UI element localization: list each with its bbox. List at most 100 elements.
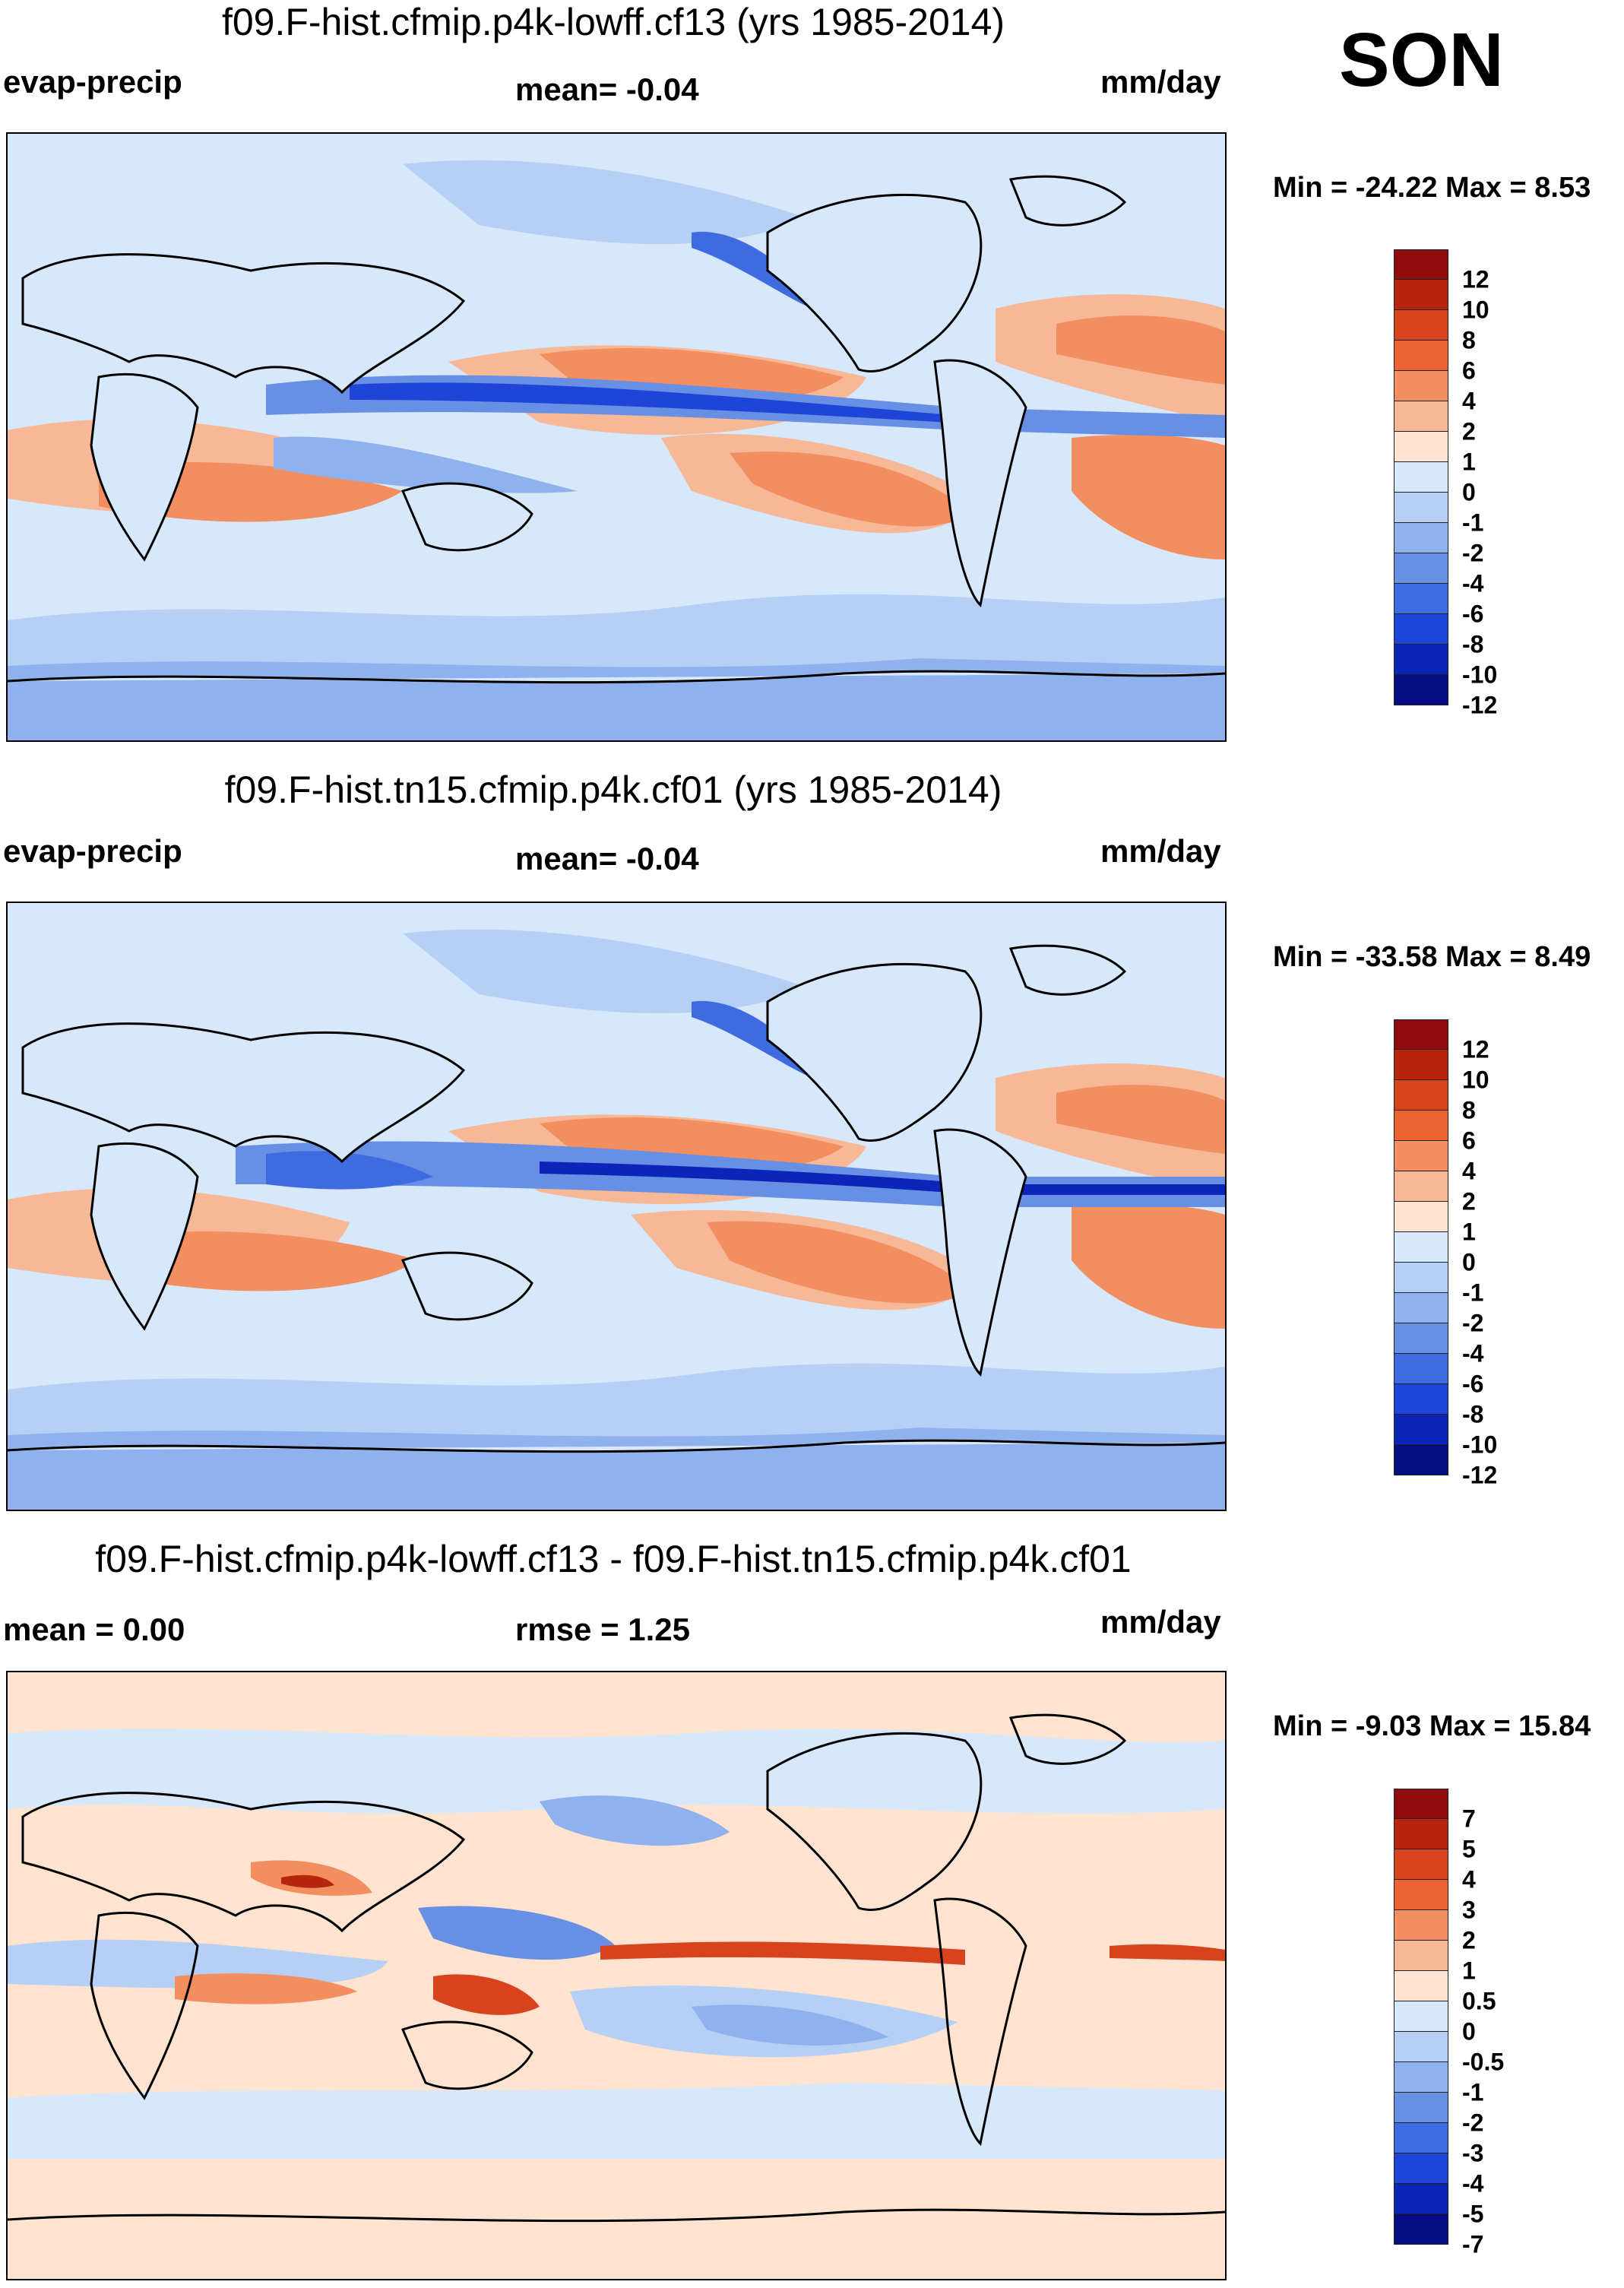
panel-3-map: [6, 1671, 1227, 2280]
colorbar-tick-label: 7: [1462, 1805, 1476, 1833]
colorbar-swatch: [1394, 1111, 1448, 1141]
colorbar-swatch: [1394, 2062, 1448, 2093]
colorbar-tick-label: 3: [1462, 1896, 1476, 1924]
colorbar-swatch: [1394, 584, 1448, 614]
colorbar-tick-label: 12: [1462, 1035, 1489, 1063]
panel-3-map-graphic: [8, 1672, 1225, 2279]
colorbar-tick-label: -4: [1462, 2169, 1484, 2198]
panel-3-title: f09.F-hist.cfmip.p4k-lowff.cf13 - f09.F-…: [95, 1538, 1132, 1580]
colorbar-swatch: [1394, 371, 1448, 401]
panel-1-units-label: mm/day: [1100, 64, 1221, 100]
panel-1-mean-label: mean= -0.04: [515, 71, 699, 107]
colorbar-tick-label: 2: [1462, 1187, 1476, 1215]
colorbar-tick-label: -12: [1462, 1461, 1498, 1489]
panel-1-map-graphic: [8, 134, 1225, 740]
panel-2-variable-label: evap-precip: [3, 833, 182, 869]
colorbar-tick-label: 6: [1462, 357, 1476, 385]
colorbar-tick-label: 0: [1462, 2017, 1476, 2046]
colorbar-tick-label: -1: [1462, 2078, 1484, 2106]
colorbar-swatch: [1394, 1880, 1448, 1910]
colorbar-swatch: [1394, 1202, 1448, 1232]
colorbar-swatch: [1394, 553, 1448, 584]
colorbar-tick-label: 12: [1462, 265, 1489, 293]
colorbar-tick-label: -4: [1462, 569, 1484, 597]
colorbar-swatch: [1394, 493, 1448, 523]
colorbar-tick-label: -8: [1462, 630, 1484, 658]
colorbar-swatch: [1394, 2032, 1448, 2062]
colorbar-swatch: [1394, 1849, 1448, 1880]
colorbar-swatch: [1394, 341, 1448, 371]
colorbar-swatch: [1394, 1050, 1448, 1080]
colorbar-swatch: [1394, 462, 1448, 493]
panel-2-mean-label: mean= -0.04: [515, 841, 699, 876]
colorbar-tick-label: -10: [1462, 661, 1498, 689]
colorbar-tick-label: 1: [1462, 448, 1476, 476]
colorbar-tick-label: -8: [1462, 1400, 1484, 1428]
panel-3-units-label: mm/day: [1100, 1604, 1221, 1640]
colorbar-tick-label: -12: [1462, 691, 1498, 719]
colorbar-swatch: [1394, 2153, 1448, 2184]
colorbar-swatch: [1394, 675, 1448, 705]
panel-1-title: f09.F-hist.cfmip.p4k-lowff.cf13 (yrs 198…: [221, 1, 1005, 43]
colorbar-tick-label: 2: [1462, 417, 1476, 445]
colorbar-tick-label: 4: [1462, 1157, 1476, 1185]
colorbar-swatch: [1394, 1141, 1448, 1171]
colorbar-swatch: [1394, 614, 1448, 645]
panel-2-units-label: mm/day: [1100, 833, 1221, 869]
colorbar-swatch: [1394, 249, 1448, 280]
colorbar-swatch: [1394, 1971, 1448, 2001]
colorbar-swatch: [1394, 1445, 1448, 1475]
colorbar-tick-label: 4: [1462, 387, 1476, 415]
colorbar-tick-label: 10: [1462, 1066, 1489, 1094]
colorbar-swatch: [1394, 1910, 1448, 1941]
colorbar-swatch: [1394, 1941, 1448, 1971]
colorbar-swatch: [1394, 280, 1448, 310]
colorbar-swatch: [1394, 1263, 1448, 1293]
panel-2-map: [6, 902, 1227, 1511]
colorbar-tick-label: -7: [1462, 2230, 1484, 2258]
colorbar-tick-label: 8: [1462, 326, 1476, 354]
colorbar-swatch: [1394, 1384, 1448, 1415]
colorbar-swatch: [1394, 2001, 1448, 2032]
panel-3-colorbar: [1394, 1789, 1448, 2245]
colorbar-tick-label: -5: [1462, 2200, 1484, 2228]
panel-2-map-graphic: [8, 903, 1225, 1510]
colorbar-swatch: [1394, 2093, 1448, 2123]
colorbar-tick-label: -6: [1462, 600, 1484, 628]
colorbar-tick-label: 10: [1462, 296, 1489, 324]
colorbar-tick-label: 4: [1462, 1865, 1476, 1893]
panel-3-mean-label: mean = 0.00: [3, 1611, 185, 1647]
colorbar-tick-label: -1: [1462, 1279, 1484, 1307]
colorbar-swatch: [1394, 1789, 1448, 1819]
colorbar-tick-label: -0.5: [1462, 2048, 1505, 2076]
colorbar-swatch: [1394, 1019, 1448, 1050]
colorbar-swatch: [1394, 310, 1448, 341]
colorbar-tick-label: -1: [1462, 509, 1484, 537]
colorbar-tick-label: 0.5: [1462, 1987, 1496, 2015]
colorbar-swatch: [1394, 1232, 1448, 1263]
colorbar-tick-label: -3: [1462, 2139, 1484, 2167]
colorbar-tick-label: -2: [1462, 1309, 1484, 1337]
colorbar-swatch: [1394, 2123, 1448, 2153]
colorbar-tick-label: 0: [1462, 478, 1476, 506]
colorbar-tick-label: 8: [1462, 1096, 1476, 1124]
colorbar-swatch: [1394, 2184, 1448, 2214]
panel-1-minmax: Min = -24.22 Max = 8.53: [1273, 172, 1591, 204]
colorbar-swatch: [1394, 523, 1448, 553]
colorbar-tick-label: 1: [1462, 1218, 1476, 1246]
colorbar-swatch: [1394, 1415, 1448, 1445]
panel-1-variable-label: evap-precip: [3, 64, 182, 100]
colorbar-swatch: [1394, 1171, 1448, 1202]
panel-2-minmax: Min = -33.58 Max = 8.49: [1273, 941, 1591, 973]
panel-1-colorbar: [1394, 249, 1448, 705]
colorbar-swatch: [1394, 1323, 1448, 1354]
colorbar-tick-label: 1: [1462, 1957, 1476, 1985]
panel-2-title: f09.F-hist.tn15.cfmip.p4k.cf01 (yrs 1985…: [224, 768, 1002, 811]
colorbar-tick-label: -10: [1462, 1431, 1498, 1459]
colorbar-swatch: [1394, 645, 1448, 675]
colorbar-swatch: [1394, 2214, 1448, 2245]
panel-2-colorbar: [1394, 1019, 1448, 1475]
colorbar-tick-label: -6: [1462, 1370, 1484, 1398]
panel-1-map: [6, 132, 1227, 742]
colorbar-swatch: [1394, 1354, 1448, 1384]
